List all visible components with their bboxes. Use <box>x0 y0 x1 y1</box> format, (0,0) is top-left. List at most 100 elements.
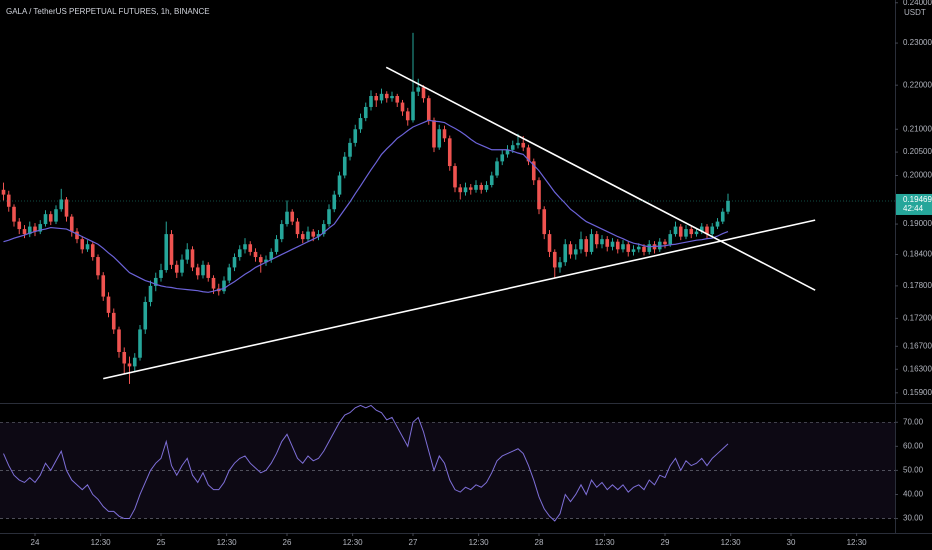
candle-body <box>306 231 310 240</box>
candle-body <box>379 93 384 101</box>
candle-body <box>642 246 646 252</box>
rsi-tick-label: 70.00 <box>903 417 924 426</box>
candle-body <box>631 249 636 252</box>
rsi-tick-label: 60.00 <box>903 441 924 450</box>
candle-body <box>348 142 352 157</box>
candle-body <box>85 244 90 250</box>
candle-body <box>626 244 631 252</box>
candle-body <box>274 239 279 252</box>
candle-body <box>684 229 688 237</box>
candle-body <box>258 257 263 263</box>
candle-body <box>584 239 589 252</box>
candle-body <box>311 231 316 237</box>
candle-body <box>195 267 200 276</box>
candle-body <box>715 221 720 227</box>
candle-body <box>180 259 184 273</box>
candle-body <box>185 249 190 260</box>
y-tick-label: 0.20500 <box>903 147 932 156</box>
candle-body <box>568 244 573 255</box>
candle-body <box>678 226 683 237</box>
candle-body <box>689 229 694 235</box>
candle-body <box>426 98 431 121</box>
candle-body <box>726 200 730 212</box>
x-tick-label: 25 <box>157 538 166 547</box>
candle-body <box>400 102 405 112</box>
candle-body <box>22 229 27 235</box>
candle-body <box>248 244 253 252</box>
candle-body <box>516 142 520 146</box>
x-tick-label: 12:30 <box>721 538 742 547</box>
x-tick-label: 28 <box>535 538 544 547</box>
candle-body <box>264 259 268 263</box>
y-tick-label: 0.21000 <box>903 124 932 133</box>
candle-body <box>526 147 531 162</box>
candle-body <box>332 194 337 210</box>
candle-body <box>90 244 95 258</box>
candle-body <box>405 111 410 121</box>
candle-body <box>453 166 457 188</box>
y-tick-label: 0.23000 <box>903 38 932 47</box>
candle-body <box>159 270 163 278</box>
candle-body <box>510 145 515 150</box>
candle-body <box>489 175 494 186</box>
candle-body <box>647 244 652 252</box>
y-tick-label: 0.15900 <box>903 388 932 397</box>
rsi-tick-label: 50.00 <box>903 466 924 475</box>
last-price-box <box>896 193 932 215</box>
candle-body <box>615 241 620 250</box>
candle-body <box>54 209 58 222</box>
candle-body <box>132 357 137 367</box>
candle-body <box>537 180 541 210</box>
candle-body <box>668 234 673 245</box>
candle-body <box>369 96 373 107</box>
x-tick-label: 12:30 <box>469 538 490 547</box>
y-tick-label: 0.20000 <box>903 171 932 180</box>
candle-body <box>663 241 667 245</box>
y-tick-label: 0.24000 <box>903 0 932 7</box>
candle-body <box>237 249 242 258</box>
candle-body <box>290 211 295 222</box>
candle-body <box>605 239 610 247</box>
candle-body <box>153 277 158 286</box>
candle-body <box>190 249 195 268</box>
x-tick-label: 12:30 <box>217 538 238 547</box>
y-tick-label: 0.16700 <box>903 341 932 350</box>
candle-body <box>48 214 53 222</box>
candle-body <box>395 96 400 103</box>
candle-body <box>699 226 704 232</box>
chart-title: GALA / TetherUS PERPETUAL FUTURES, 1h, B… <box>6 7 210 16</box>
candle-body <box>27 226 32 235</box>
candle-body <box>468 187 473 190</box>
candle-body <box>636 246 641 250</box>
currency-label: USDT <box>904 8 926 17</box>
candle-body <box>111 312 116 330</box>
candle-body <box>621 244 625 250</box>
candle-body <box>432 120 436 148</box>
candle-body <box>64 199 69 217</box>
y-tick-label: 0.22000 <box>903 80 932 89</box>
candle-body <box>174 264 179 273</box>
candle-body <box>1 189 6 195</box>
x-tick-label: 27 <box>409 538 418 547</box>
y-tick-label: 0.19000 <box>903 219 932 228</box>
candle-body <box>80 239 85 250</box>
candle-body <box>594 234 599 245</box>
candle-body <box>531 161 536 181</box>
candle-body <box>521 142 526 148</box>
candle-body <box>500 154 505 162</box>
candle-body <box>353 129 358 143</box>
candle-body <box>374 96 379 101</box>
candle-body <box>43 214 48 225</box>
candle-body <box>390 96 394 99</box>
candle-body <box>138 329 142 358</box>
candle-body <box>285 211 289 225</box>
candle-body <box>458 187 463 193</box>
candle-body <box>363 106 368 119</box>
candle-body <box>59 199 64 210</box>
candle-body <box>12 206 16 222</box>
x-tick-label: 12:30 <box>595 538 616 547</box>
candle-body <box>211 277 216 289</box>
candle-body <box>474 185 478 190</box>
